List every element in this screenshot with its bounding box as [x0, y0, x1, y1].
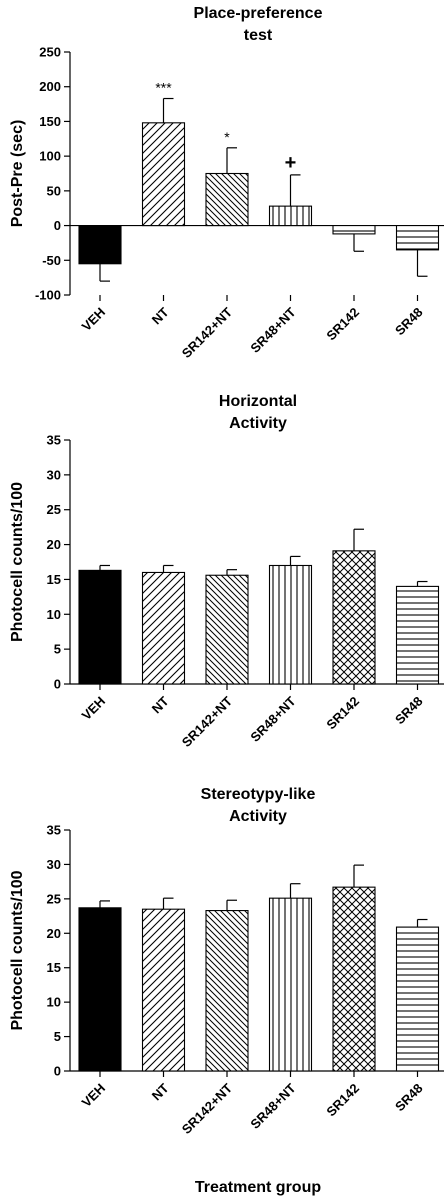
chart-2-bar-veh [78, 907, 122, 1072]
chart-2-y-tick-label: 10 [47, 995, 61, 1010]
chart-1-y-tick-label: 10 [47, 607, 61, 622]
chart-0-category-label: SR142 [323, 305, 362, 344]
chart-1-category-label: SR142+NT [179, 693, 235, 749]
chart-0-category-label: VEH [79, 305, 109, 335]
chart-1-bar-sr142-plus-nt [205, 574, 249, 685]
chart-2-y-tick-label: 5 [54, 1029, 61, 1044]
chart-0-significance-label: *** [155, 80, 172, 96]
chart-2-category-label: SR142+NT [179, 1080, 235, 1136]
chart-1-category-label: SR142 [323, 694, 362, 733]
chart-2-y-tick-label: 35 [47, 823, 61, 838]
chart-1-y-tick-label: 15 [47, 572, 61, 587]
chart-2-y-tick-label: 25 [47, 891, 61, 906]
chart-0-significance-label: * [224, 129, 230, 145]
chart-0-bar-sr48 [395, 225, 440, 251]
chart-0-category-label: NT [149, 304, 172, 327]
chart-2-bar-sr48-plus-nt [268, 897, 313, 1072]
place-preference-chart: Place-preference test -100 -50 0 50 100 150 200 2… [9, 5, 444, 361]
chart-0-y-tick-label: 200 [39, 79, 61, 94]
chart-2-y-tick-label: 15 [47, 960, 61, 975]
chart-1-y-tick-label: 5 [54, 642, 61, 657]
chart-1-bar-nt [141, 571, 186, 685]
chart-0-title-line-1: test [244, 27, 273, 44]
chart-0-y-tick-label: 0 [54, 218, 61, 233]
chart-1-y-tick-label: 20 [47, 537, 61, 552]
chart-1-category-label: NT [149, 693, 172, 716]
chart-2-bar-sr48 [395, 926, 440, 1072]
chart-1-bar-sr48 [395, 585, 440, 685]
chart-1-y-tick-label: 35 [47, 433, 61, 448]
chart-2-category-label: NT [149, 1080, 172, 1103]
chart-0-bar-sr142-plus-nt [205, 172, 249, 227]
chart-2-category-label: SR142 [323, 1081, 362, 1120]
chart-2-title-line-0: Stereotypy-like [201, 786, 316, 803]
chart-0-y-tick-label: -50 [42, 253, 61, 268]
chart-0-category-label: SR142+NT [179, 304, 235, 360]
chart-1-bar-sr142 [332, 550, 376, 685]
chart-0-significance-label: + [285, 152, 297, 174]
chart-1-bar-veh [78, 569, 122, 685]
chart-2-y-tick-label: 30 [47, 857, 61, 872]
chart-1-title-line-0: Horizontal [219, 393, 297, 410]
chart-0-title-line-0: Place-preference [194, 5, 323, 22]
chart-2-y-tick-label: 0 [54, 1064, 61, 1079]
figure-x-axis-label: Treatment group [195, 1179, 321, 1196]
chart-2-bar-nt [141, 908, 186, 1072]
chart-0-bar-nt [141, 122, 186, 227]
chart-0-y-tick-label: 250 [39, 45, 61, 60]
chart-2-category-label: VEH [79, 1081, 109, 1111]
chart-0-y-axis-label: Post-Pre (sec) [9, 120, 26, 228]
chart-0-category-label: SR48 [392, 305, 426, 339]
chart-1-y-tick-label: 30 [47, 467, 61, 482]
chart-1-bar-sr48-plus-nt [268, 564, 313, 685]
chart-0-y-tick-label: 100 [39, 149, 61, 164]
chart-2-y-axis-label: Photocell counts/100 [9, 870, 26, 1030]
chart-2-category-label: SR48 [392, 1081, 426, 1115]
chart-2-category-label: SR48+NT [247, 1080, 298, 1131]
horizontal-activity-chart: Horizontal Activity 0 5 10 15 20 25 30 35 Photocel… [9, 393, 444, 750]
chart-0-y-tick-label: -100 [35, 288, 61, 303]
chart-0-y-tick-label: 150 [39, 114, 61, 129]
chart-1-y-tick-label: 0 [54, 677, 61, 692]
chart-1-y-axis-label: Photocell counts/100 [9, 482, 26, 642]
stereotypy-activity-chart: Stereotypy-like Activity 0 5 10 15 20 25 30 35 Pho… [9, 786, 444, 1137]
chart-0-bar-veh [78, 225, 122, 265]
chart-1-y-tick-label: 25 [47, 502, 61, 517]
chart-2-bar-sr142 [332, 886, 376, 1072]
chart-0-y-tick-label: 50 [47, 183, 61, 198]
chart-0-bar-sr48-plus-nt [268, 205, 313, 227]
chart-2-y-tick-label: 20 [47, 926, 61, 941]
chart-1-title-line-1: Activity [229, 415, 287, 432]
chart-0-bar-sr142 [332, 225, 376, 235]
chart-2-bar-sr142-plus-nt [205, 910, 249, 1072]
chart-2-title-line-1: Activity [229, 808, 287, 825]
chart-1-category-label: SR48 [392, 694, 426, 728]
chart-1-category-label: VEH [79, 694, 109, 724]
chart-0-category-label: SR48+NT [247, 304, 298, 355]
chart-1-category-label: SR48+NT [247, 693, 298, 744]
